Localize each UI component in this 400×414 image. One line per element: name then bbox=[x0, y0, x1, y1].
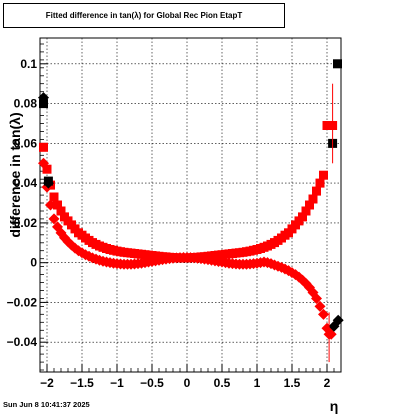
x-tick-label: −1.5 bbox=[70, 376, 94, 390]
y-tick-label: 0 bbox=[30, 256, 37, 270]
x-tick-label: 0.5 bbox=[214, 376, 231, 390]
data-point-square bbox=[333, 59, 342, 69]
data-point-diamond bbox=[38, 157, 49, 169]
x-tick-label: 1 bbox=[254, 376, 261, 390]
x-axis-label: η bbox=[330, 398, 339, 414]
y-tick-label: 0.02 bbox=[14, 216, 38, 230]
data-point-square bbox=[308, 194, 318, 204]
x-tick-label: −2 bbox=[40, 376, 54, 390]
data-point-square bbox=[319, 170, 328, 180]
y-axis-label: difference in tan(λ) bbox=[7, 112, 23, 237]
data-point-square bbox=[49, 192, 59, 202]
data-point-diamond bbox=[332, 314, 344, 326]
data-point-diamond bbox=[45, 199, 56, 211]
y-tick-label: 0.06 bbox=[14, 136, 38, 150]
y-tick-label: 0.04 bbox=[14, 176, 38, 190]
data-point-square bbox=[56, 206, 66, 216]
x-tick-label: 0 bbox=[184, 376, 191, 390]
x-tick-label: −0.5 bbox=[140, 376, 164, 390]
data-point-square bbox=[39, 99, 48, 109]
data-point-square bbox=[298, 212, 307, 222]
data-point-diamond bbox=[311, 292, 322, 304]
data-point-square bbox=[301, 206, 311, 216]
data-point-diamond bbox=[314, 300, 326, 312]
data-point-diamond bbox=[38, 92, 49, 104]
y-tick-label: 0.1 bbox=[20, 57, 37, 71]
data-point-diamond bbox=[48, 213, 60, 225]
y-tick-label: −0.02 bbox=[7, 295, 38, 309]
timestamp: Sun Jun 8 10:41:37 2025 bbox=[3, 400, 90, 409]
data-point-square bbox=[42, 164, 52, 174]
y-tick-label: −0.04 bbox=[7, 335, 38, 349]
data-point-square bbox=[312, 186, 321, 196]
y-axis-ticks: −0.04 −0.02 0 0.02 0.04 0.06 0.08 0.1 bbox=[7, 43, 48, 371]
x-tick-label: 1.5 bbox=[284, 376, 301, 390]
grid-lines bbox=[40, 38, 341, 372]
x-tick-label: 2 bbox=[324, 376, 331, 390]
data-point-diamond bbox=[42, 177, 54, 189]
chart-title-box: Fitted difference in tan(λ) for Global R… bbox=[3, 3, 285, 28]
data-point-square bbox=[53, 200, 62, 210]
x-axis-ticks: −2 −1.5 −1 −0.5 0 0.5 1 1.5 2 bbox=[39, 364, 342, 390]
y-tick-label: 0.08 bbox=[14, 97, 38, 111]
plot-frame bbox=[39, 37, 342, 373]
data-markers bbox=[38, 59, 344, 363]
data-point-diamond bbox=[318, 308, 329, 320]
x-tick-label: −1 bbox=[110, 376, 124, 390]
data-point-square bbox=[315, 178, 325, 188]
chart-title: Fitted difference in tan(λ) for Global R… bbox=[45, 11, 243, 20]
data-point-square bbox=[305, 200, 314, 210]
data-point-square bbox=[39, 142, 48, 152]
